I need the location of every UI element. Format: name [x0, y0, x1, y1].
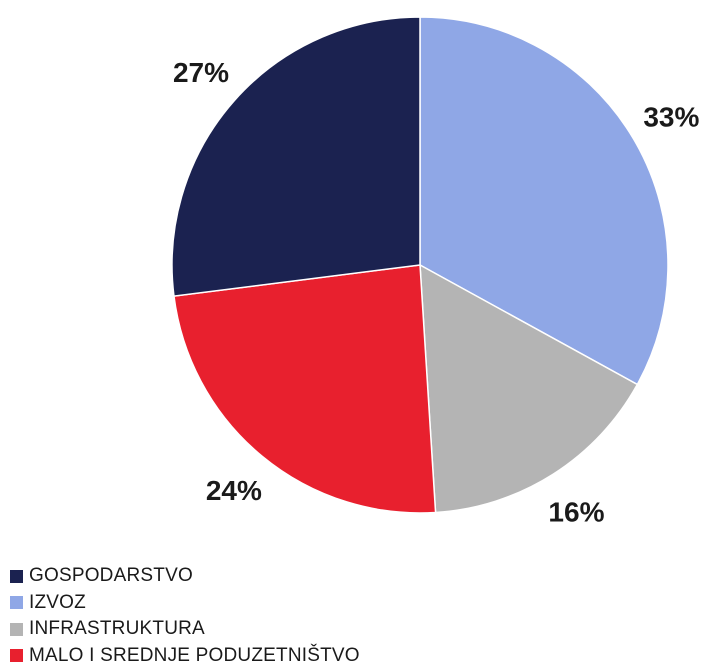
legend-item-izvoz: IZVOZ — [10, 590, 360, 617]
legend-swatch — [10, 649, 23, 663]
pie-value-label-gospodarstvo: 27% — [173, 57, 229, 88]
pie-value-label-izvoz: 33% — [643, 101, 699, 132]
pie-value-labels: 33% 16% 24% 27% — [173, 57, 700, 528]
chart-legend: GOSPODARSTVO IZVOZ INFRASTRUKTURA MALO I SR… — [10, 563, 360, 669]
legend-item-malo-i-srednje-poduzetnistvo: MALO I SREDNJE PODUZETNIŠTVO — [10, 643, 360, 670]
pie-slice-malo-i-srednje-poduzetnistvo — [173, 264, 437, 514]
legend-swatch — [10, 569, 23, 583]
legend-item-gospodarstvo: GOSPODARSTVO — [10, 563, 360, 590]
pie-slice-izvoz — [419, 16, 669, 386]
pie-slice-infrastruktura — [419, 263, 639, 514]
legend-item-infrastruktura: INFRASTRUKTURA — [10, 616, 360, 643]
pie-value-label-malo-i-srednje-poduzetnistvo: 24% — [206, 475, 262, 506]
legend-label: INFRASTRUKTURA — [29, 618, 205, 640]
legend-label: GOSPODARSTVO — [29, 565, 193, 587]
legend-swatch — [10, 596, 23, 610]
pie-slice-gospodarstvo — [171, 16, 421, 297]
legend-swatch — [10, 622, 23, 636]
legend-label: IZVOZ — [29, 591, 86, 613]
pie-chart: 33% 16% 24% 27% — [171, 16, 700, 528]
pie-slices — [171, 16, 669, 514]
legend-label: MALO I SREDNJE PODUZETNIŠTVO — [29, 644, 360, 666]
pie-value-label-infrastruktura: 16% — [548, 497, 604, 528]
